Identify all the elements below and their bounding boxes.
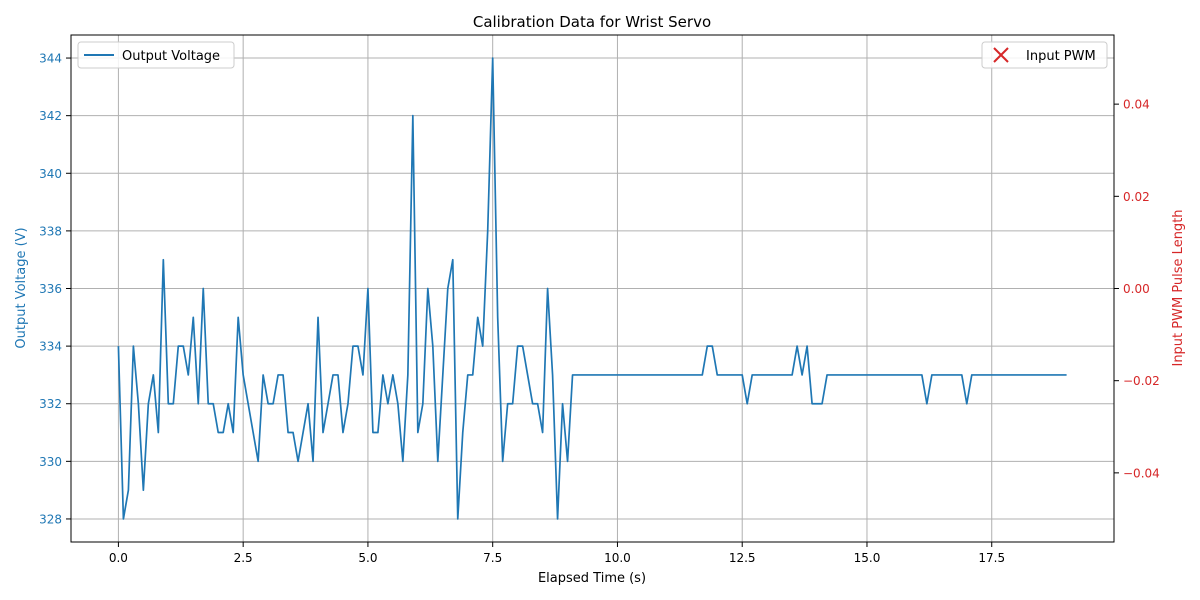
legend-right: Input PWM [981, 41, 1108, 69]
x-tick-label: 7.5 [483, 551, 502, 565]
x-tick-label: 0.0 [109, 551, 128, 565]
y-tick-label: 328 [39, 512, 62, 526]
y2-tick-label: 0.00 [1123, 282, 1150, 296]
x-axis-label: Elapsed Time (s) [538, 571, 646, 586]
y-tick-label: 344 [39, 52, 62, 66]
y-tick-label: 336 [39, 282, 62, 296]
y2-tick-label: 0.04 [1123, 98, 1150, 112]
y-tick-label: 332 [39, 397, 62, 411]
legend-left-box [77, 41, 235, 69]
y2-tick-label: −0.02 [1123, 374, 1160, 388]
x-tick-label: 5.0 [358, 551, 377, 565]
x-tick-label: 2.5 [234, 551, 253, 565]
x-axis: 0.0 2.5 5.0 7.5 10.0 12.5 15.0 17.5 [109, 542, 1005, 565]
chart-title: Calibration Data for Wrist Servo [473, 13, 711, 31]
y-tick-label: 342 [39, 109, 62, 123]
x-tick-label: 12.5 [729, 551, 756, 565]
series-output-voltage-line [117, 57, 1067, 520]
x-tick-label: 10.0 [604, 551, 631, 565]
x-tick-label: 15.0 [854, 551, 881, 565]
legend-left: Output Voltage [77, 41, 235, 69]
plot-series [117, 57, 1067, 520]
y2-tick-label: 0.02 [1123, 190, 1150, 204]
y-tick-label: 338 [39, 224, 62, 238]
legend-voltage-label: Output Voltage [122, 49, 220, 64]
grid [71, 35, 1114, 542]
y-tick-label: 334 [39, 340, 62, 354]
legend-pwm-label: Input PWM [1026, 49, 1096, 64]
y-tick-label: 340 [39, 167, 62, 181]
y-tick-label: 330 [39, 455, 62, 469]
legend-pwm-marker-icon [993, 47, 1009, 63]
y-axis-right: −0.04 −0.02 0.00 0.02 0.04 [1114, 98, 1160, 480]
x-tick-label: 17.5 [978, 551, 1005, 565]
y2-axis-label: Input PWM Pulse Length [1171, 209, 1186, 366]
y2-tick-label: −0.04 [1123, 466, 1160, 480]
y-axis-label: Output Voltage (V) [14, 227, 29, 348]
y-axis-left: 328 330 332 334 336 338 340 342 344 [39, 52, 71, 526]
legend-right-box [981, 41, 1108, 69]
